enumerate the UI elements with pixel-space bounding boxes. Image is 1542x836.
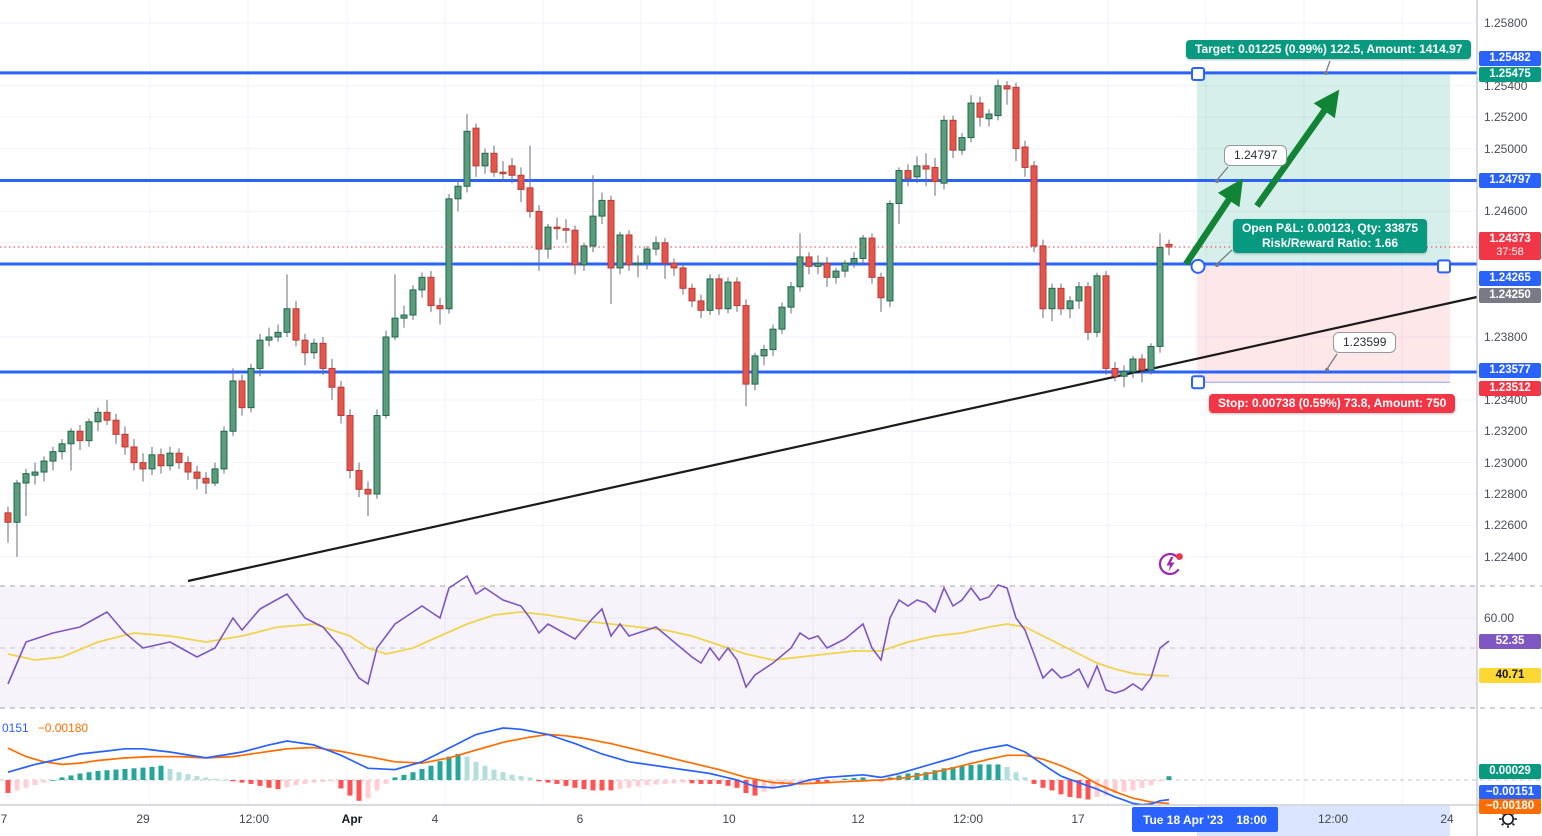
- stop-label[interactable]: Stop: 0.00738 (0.59%) 73.8, Amount: 750: [1209, 394, 1456, 413]
- price-axis-badge: 52.35: [1479, 633, 1541, 649]
- rsi-band: [0, 586, 1477, 708]
- candle-series: [4, 79, 1173, 557]
- time-tick-label: 12: [851, 812, 865, 826]
- price-tick-label: 1.23000: [1484, 455, 1528, 470]
- macd-signal-value: −0.00180: [37, 721, 89, 735]
- flash-promo-icon[interactable]: [1156, 549, 1186, 579]
- rsi-pane[interactable]: [7, 574, 1170, 694]
- price-axis-badge: −0.00180: [1479, 798, 1541, 814]
- target-label[interactable]: Target: 0.01225 (0.99%) 122.5, Amount: 1…: [1186, 40, 1472, 59]
- bullish-arrow[interactable]: [1254, 89, 1340, 208]
- time-tick-label: 6: [576, 812, 584, 826]
- bullish-arrow[interactable]: [1183, 178, 1244, 266]
- trendline[interactable]: [187, 295, 1478, 583]
- time-tick-label: 12:00: [1317, 812, 1349, 826]
- price-tick-label: 1.22400: [1484, 549, 1528, 564]
- target-handle[interactable]: [1191, 67, 1205, 81]
- risk-reward-line: Risk/Reward Ratio: 1.66: [1262, 236, 1399, 250]
- callout-lower[interactable]: 1.23599: [1333, 332, 1397, 353]
- time-tick-label: 7: [0, 812, 8, 826]
- callout-leader: [1325, 60, 1331, 73]
- price-axis-badge: 1.24797: [1479, 172, 1541, 188]
- open-pl-line1: Open P&L: 0.00123, Qty: 33875: [1242, 221, 1419, 235]
- price-axis-badge: 1.24373 37:58: [1479, 232, 1541, 260]
- time-tick-label: 12:00: [238, 812, 270, 826]
- price-tick-label: 1.25800: [1484, 15, 1528, 30]
- price-axis-badge: 1.25482: [1479, 50, 1541, 66]
- price-axis-badge: 1.25475: [1479, 66, 1541, 82]
- rsi-tick-label: 60.00: [1484, 611, 1515, 625]
- time-tick-label: 17: [1071, 812, 1085, 826]
- time-tick-label: 24: [1440, 812, 1454, 826]
- crosshair-time-badge: Tue 18 Apr '23 18:00: [1132, 807, 1278, 832]
- callout-leader: [1216, 166, 1229, 181]
- time-tick-label: 10: [722, 812, 736, 826]
- price-axis-badge: 1.23512: [1479, 380, 1541, 396]
- leader-dot: [1324, 71, 1328, 75]
- leader-dot: [1215, 263, 1219, 267]
- price-tick-label: 1.25200: [1484, 110, 1528, 125]
- price-tick-label: 1.22600: [1484, 518, 1528, 533]
- price-axis-badge: 1.24265: [1479, 270, 1541, 286]
- time-tick-label: Apr: [341, 812, 363, 826]
- callout-upper[interactable]: 1.24797: [1224, 145, 1288, 166]
- macd-pane[interactable]: [5, 727, 1172, 805]
- price-axis-badge: 0.00029: [1479, 763, 1541, 779]
- badge-date: Tue 18 Apr '23: [1143, 812, 1224, 827]
- price-axis-badge: −0.00151: [1479, 784, 1541, 800]
- leader-dot: [1215, 179, 1219, 183]
- price-tick-label: 1.24600: [1484, 204, 1528, 219]
- time-tick-label: 29: [136, 812, 150, 826]
- macd-legend: 0151 −0.00180: [2, 721, 88, 735]
- stop-handle[interactable]: [1191, 375, 1205, 390]
- badge-time: 18:00: [1236, 812, 1267, 827]
- right-edge-handle[interactable]: [1437, 259, 1451, 274]
- price-tick-label: 1.23400: [1484, 392, 1528, 407]
- price-tick-label: 1.23200: [1484, 424, 1528, 439]
- price-tick-label: 1.25400: [1484, 78, 1528, 93]
- callout-leader: [1326, 353, 1338, 370]
- stop-zone[interactable]: [1197, 266, 1450, 383]
- price-axis-badge: 1.24250: [1479, 287, 1541, 303]
- price-tick-label: 1.23800: [1484, 330, 1528, 344]
- time-tick-label: 12:00: [952, 812, 984, 826]
- price-tick-label: 1.22800: [1484, 487, 1528, 502]
- price-axis-badge: 1.23577: [1479, 362, 1541, 378]
- macd-value: 0151: [2, 721, 29, 735]
- callout-leader: [1216, 249, 1233, 265]
- price-axis-badge: 40.71: [1479, 667, 1541, 683]
- time-tick-label: 4: [431, 812, 439, 826]
- leader-dot: [1325, 368, 1329, 372]
- price-tick-label: 1.25000: [1484, 141, 1528, 156]
- open-pl-label[interactable]: Open P&L: 0.00123, Qty: 33875 Risk/Rewar…: [1233, 219, 1428, 253]
- entry-handle[interactable]: [1190, 258, 1206, 274]
